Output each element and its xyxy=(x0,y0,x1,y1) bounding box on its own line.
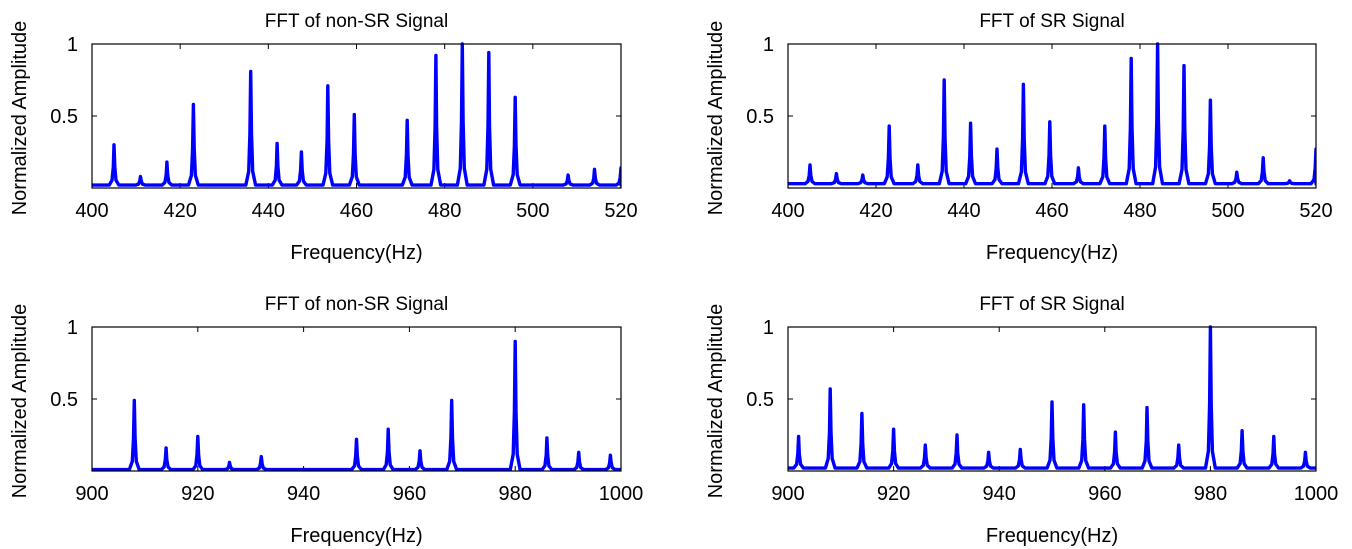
axes-frame xyxy=(91,43,622,189)
x-tick-label: 460 xyxy=(1035,200,1068,222)
x-tick-label: 980 xyxy=(1194,483,1227,505)
chart-title: FFT of non-SR Signal xyxy=(265,294,448,315)
x-tick-label: 920 xyxy=(181,483,214,505)
axes-frame xyxy=(787,326,1317,472)
x-tick-label: 440 xyxy=(947,200,980,222)
x-tick-label: 440 xyxy=(252,200,285,222)
x-tick-label: 480 xyxy=(428,200,461,222)
x-tick-label: 960 xyxy=(393,483,426,505)
y-axis-label: Normalized Amplitude xyxy=(705,21,727,216)
x-axis-label: Frequency(Hz) xyxy=(290,525,422,547)
y-axis-label: Normalized Amplitude xyxy=(9,21,31,216)
x-tick-label: 500 xyxy=(1211,200,1244,222)
x-axis-label: Frequency(Hz) xyxy=(986,242,1118,264)
y-tick-label: 1 xyxy=(763,317,774,339)
y-axis-label: Normalized Amplitude xyxy=(9,304,31,499)
x-tick-label: 400 xyxy=(771,200,804,222)
y-tick-label: 0.5 xyxy=(746,389,774,411)
x-tick-label: 1000 xyxy=(599,483,644,505)
y-tick-label: 0.5 xyxy=(50,389,78,411)
x-tick-label: 960 xyxy=(1088,483,1121,505)
spectrum-line xyxy=(788,42,1316,186)
x-tick-label: 400 xyxy=(75,200,108,222)
chart-panel-4: FFT of SR Signal Normalized Amplitude Freq… xyxy=(705,294,1338,547)
x-axis-label: Frequency(Hz) xyxy=(290,242,422,264)
spectrum-line xyxy=(788,325,1316,470)
x-tick-label: 520 xyxy=(604,200,637,222)
chart-panel-1: FFT of non-SR Signal Normalized Amplitude… xyxy=(9,11,638,264)
x-tick-label: 420 xyxy=(859,200,892,222)
x-tick-label: 1000 xyxy=(1294,483,1339,505)
x-axis-label: Frequency(Hz) xyxy=(986,525,1118,547)
chart-panel-2: FFT of SR Signal Normalized Amplitude Freq… xyxy=(705,11,1333,264)
chart-panel-3: FFT of non-SR Signal Normalized Amplitude… xyxy=(9,294,643,547)
y-tick-label: 1 xyxy=(67,34,78,56)
x-tick-label: 980 xyxy=(499,483,532,505)
y-tick-label: 0.5 xyxy=(746,106,774,128)
chart-title: FFT of SR Signal xyxy=(979,294,1124,315)
x-tick-label: 940 xyxy=(983,483,1016,505)
y-tick-label: 1 xyxy=(763,34,774,56)
x-tick-label: 500 xyxy=(516,200,549,222)
x-tick-label: 900 xyxy=(75,483,108,505)
y-tick-label: 1 xyxy=(67,317,78,339)
y-tick-label: 0.5 xyxy=(50,106,78,128)
axes-frame xyxy=(91,326,622,472)
x-tick-label: 460 xyxy=(340,200,373,222)
chart-title: FFT of SR Signal xyxy=(979,11,1124,32)
spectrum-line xyxy=(92,42,621,187)
axes-frame xyxy=(787,43,1317,189)
x-tick-label: 920 xyxy=(877,483,910,505)
x-tick-label: 420 xyxy=(163,200,196,222)
y-axis-label: Normalized Amplitude xyxy=(705,304,727,499)
spectrum-line xyxy=(92,339,621,471)
x-tick-label: 480 xyxy=(1123,200,1156,222)
x-tick-label: 900 xyxy=(771,483,804,505)
x-tick-label: 520 xyxy=(1299,200,1332,222)
x-tick-label: 940 xyxy=(287,483,320,505)
chart-title: FFT of non-SR Signal xyxy=(265,11,448,32)
